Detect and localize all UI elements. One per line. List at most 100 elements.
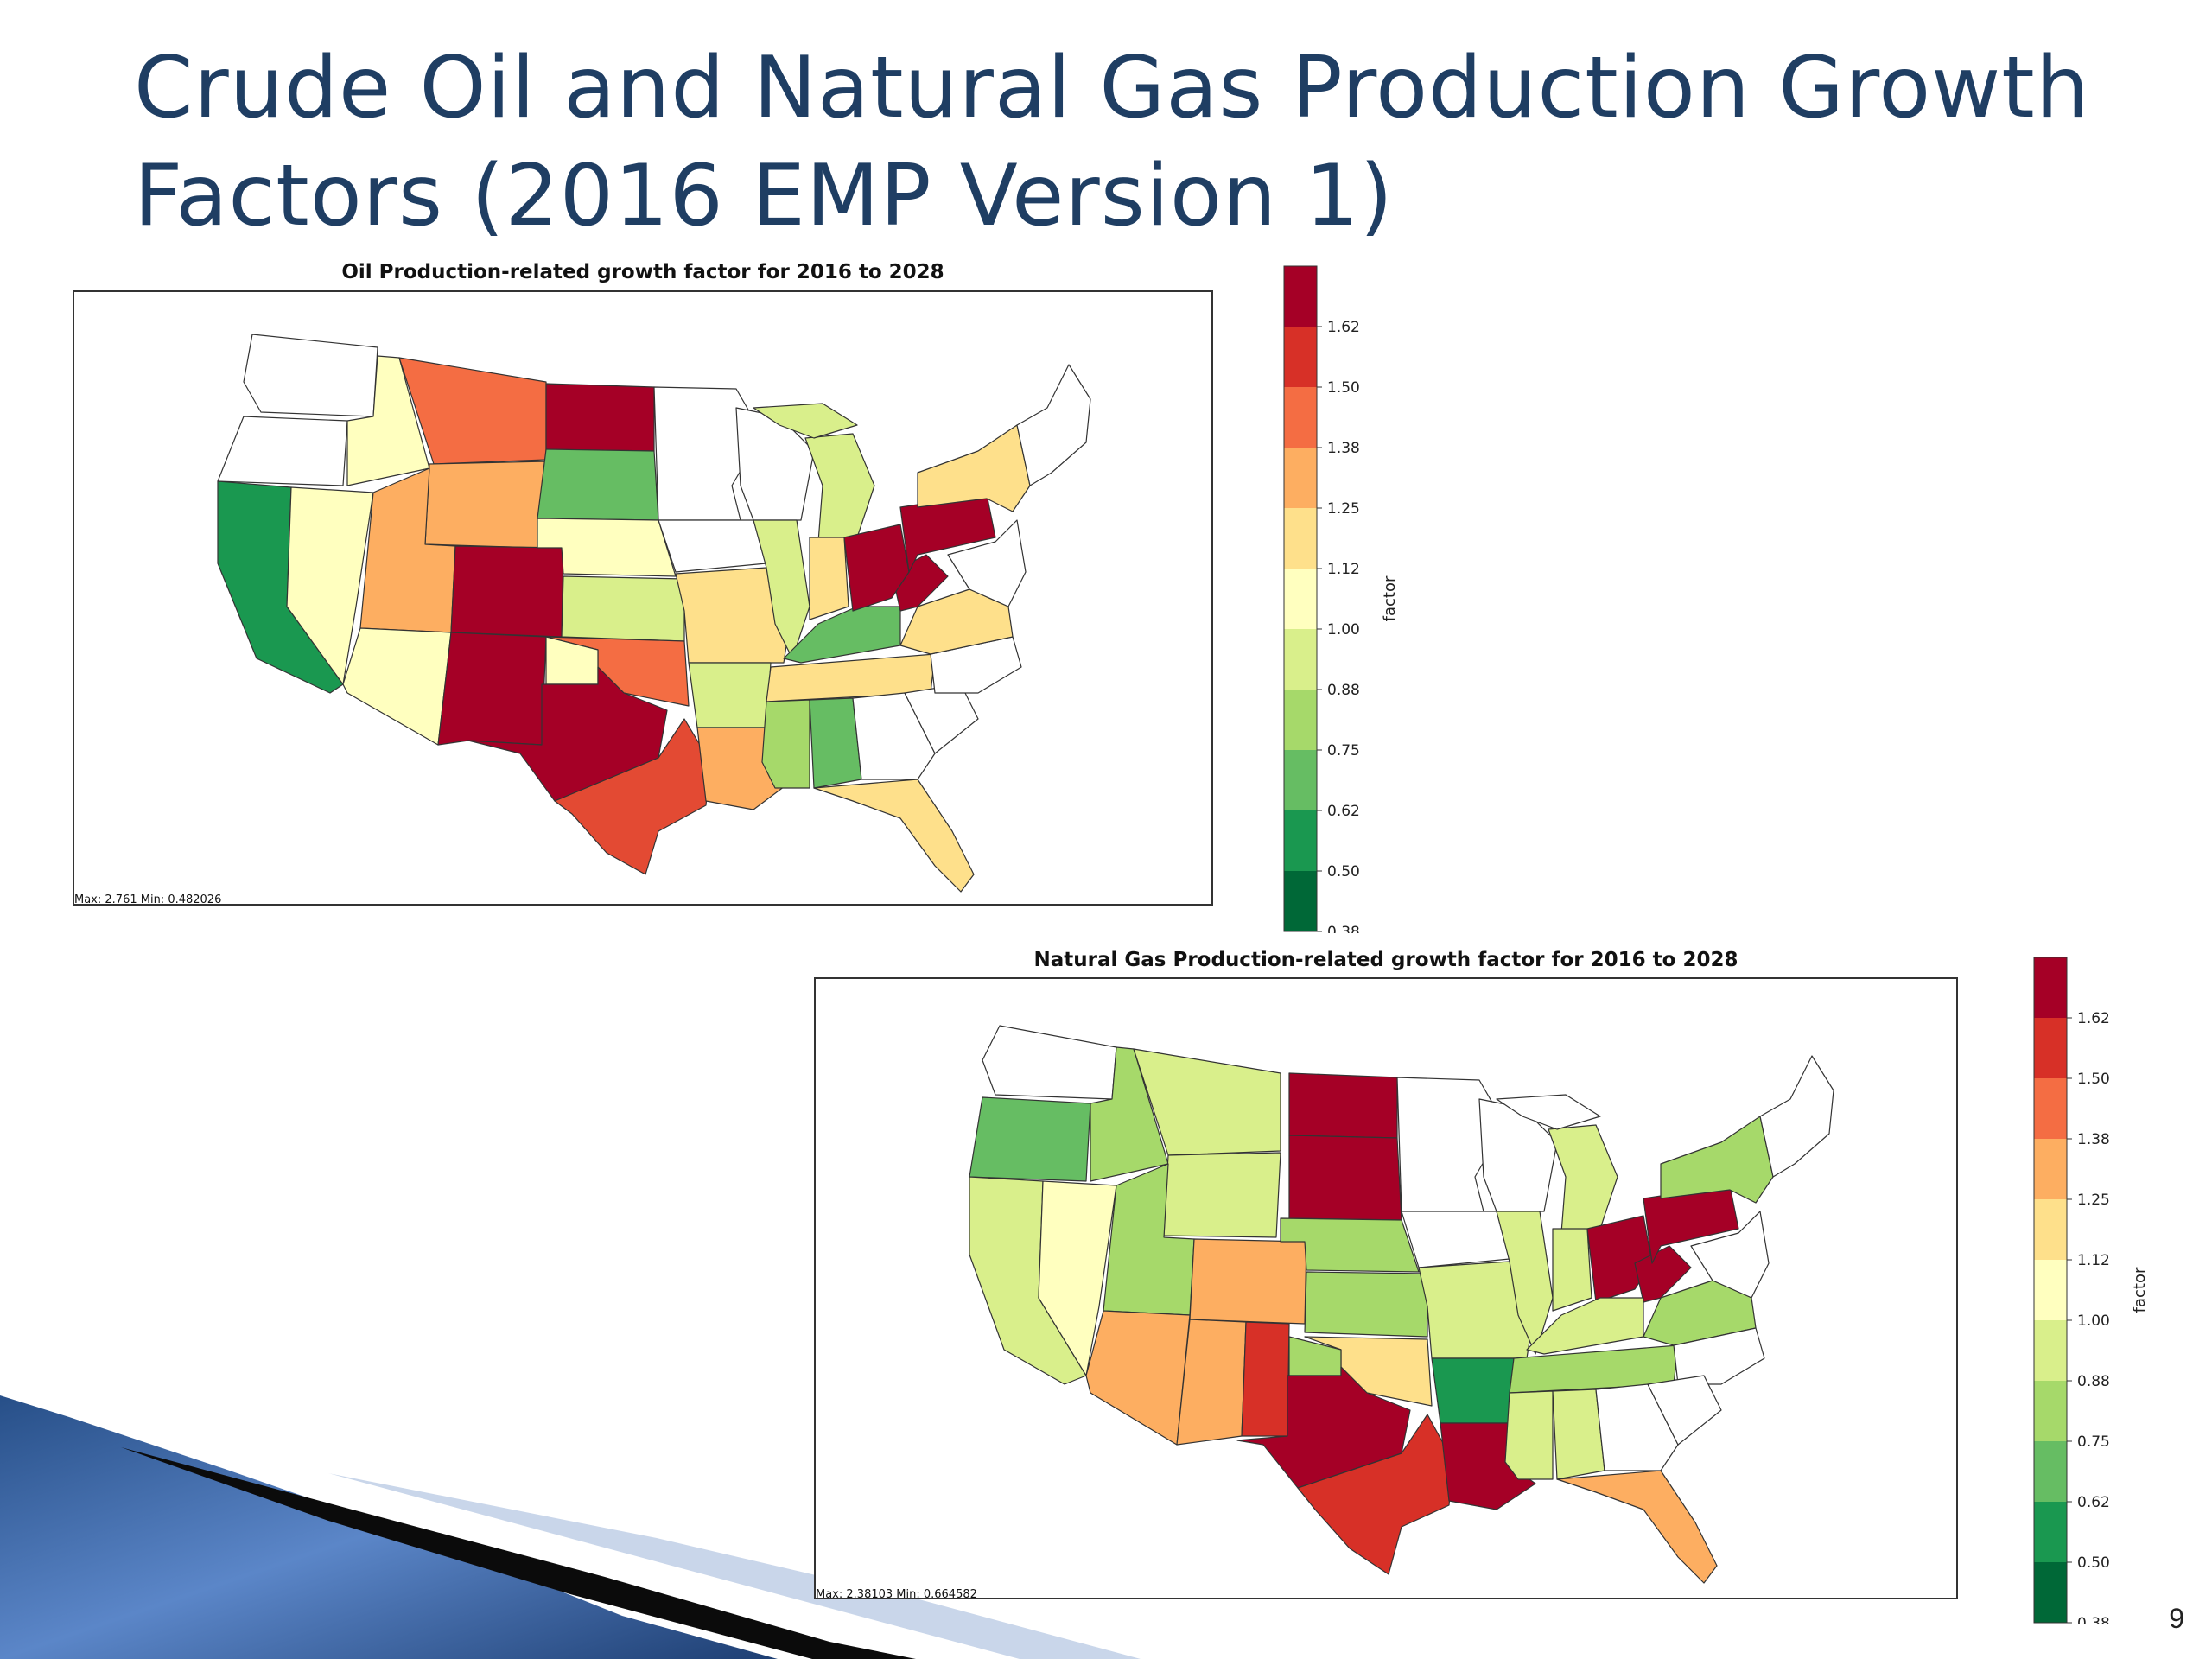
oil-state-new-york <box>917 424 1031 512</box>
oil-state-arizona <box>342 627 452 746</box>
oil-state-arkansas <box>688 662 772 728</box>
oil-state-iowa <box>658 519 767 573</box>
colorbar-tick-label: 0.50 <box>2077 1554 2110 1572</box>
colorbar-segment <box>2034 1502 2067 1563</box>
oil-map-maxmin: Max: 2.761 Min: 0.482026 <box>74 893 222 906</box>
gas-choropleth-map <box>969 1025 1834 1584</box>
gas-colorbar-scale: 1.62 1.50 1.38 1.25 1.12 1.00 0.88 0.75 0.62 0.50… <box>2033 957 2149 1632</box>
colorbar-segment <box>1284 569 1317 630</box>
colorbar-segment <box>1284 690 1317 751</box>
colorbar-segment <box>2034 1320 2067 1382</box>
page-number: 9 <box>2169 1603 2184 1634</box>
colorbar-segment <box>2034 1441 2067 1503</box>
colorbar-tick-label: 0.88 <box>1327 682 1360 699</box>
gas-state-new-york <box>1660 1116 1774 1204</box>
gas-state-kentucky <box>1526 1297 1644 1355</box>
gas-state-north-carolina <box>1673 1327 1765 1385</box>
colorbar-tick-label: 1.50 <box>2077 1071 2110 1088</box>
colorbar-tick-label: 1.00 <box>2077 1313 2110 1330</box>
oil-map-frame <box>73 290 1213 906</box>
colorbar-border <box>1283 265 1318 932</box>
gas-state-indiana <box>1552 1228 1592 1312</box>
colorbar-tick-label: 1.00 <box>1327 621 1360 639</box>
slide-title: Crude Oil and Natural Gas Production Gro… <box>134 39 2090 245</box>
gas-state-nebraska <box>1280 1217 1420 1273</box>
colorbar-segment <box>1284 629 1317 690</box>
colorbar-tick-label: 1.12 <box>1327 561 1360 578</box>
gas-state-kansas <box>1304 1271 1428 1338</box>
oil-state-new-mexico <box>437 632 547 746</box>
oil-colorbar: 1.62 1.50 1.38 1.25 1.12 1.00 0.88 0.75 0.62 0.50… <box>1282 264 1421 941</box>
colorbar-tick-label: 1.62 <box>1327 319 1360 336</box>
oil-colorbar-scale: 1.62 1.50 1.38 1.25 1.12 1.00 0.88 0.75 0.62 0.50… <box>1283 265 1399 941</box>
colorbar-tick-label: 1.38 <box>2077 1131 2110 1148</box>
gas-state-texas-east <box>1297 1414 1454 1575</box>
oil-state-florida <box>813 779 975 893</box>
colorbar-tick-label: 1.38 <box>1327 440 1360 457</box>
colorbar-tick-label: 0.62 <box>2077 1494 2110 1511</box>
gas-state-wyoming <box>1163 1152 1281 1238</box>
oil-state-kansas <box>561 575 685 642</box>
gas-state-north-dakota <box>1288 1072 1398 1139</box>
gas-map-maxmin: Max: 2.38103 Min: 0.664582 <box>816 1588 977 1601</box>
colorbar-segment <box>2034 957 2067 1019</box>
oil-state-mid-atlantic <box>947 519 1027 607</box>
gas-state-new-england <box>1759 1055 1834 1178</box>
gas-state-michigan <box>1548 1124 1618 1234</box>
colorbar-tick-label: 0.62 <box>1327 803 1360 820</box>
oil-state-north-dakota <box>545 383 655 452</box>
colorbar-tick-label: 0.38 <box>2077 1615 2110 1624</box>
colorbar-tick-label: 1.25 <box>2077 1192 2110 1209</box>
colorbar-tick-label: 1.62 <box>2077 1010 2110 1027</box>
oil-state-indiana <box>809 537 849 620</box>
oil-state-new-england <box>1016 364 1091 486</box>
oil-state-michigan <box>804 433 875 543</box>
oil-state-washington <box>243 334 378 417</box>
colorbar-segment <box>2034 1018 2067 1079</box>
oil-state-michigan-upper <box>753 403 858 439</box>
oil-state-nevada <box>286 486 374 685</box>
gas-state-new-mexico-east <box>1241 1321 1290 1437</box>
gas-state-iowa <box>1401 1211 1510 1268</box>
colorbar-segment <box>1284 750 1317 811</box>
colorbar-tick-label: 0.50 <box>1327 863 1360 880</box>
gas-state-south-carolina <box>1647 1375 1722 1446</box>
gas-state-alabama <box>1552 1389 1605 1480</box>
gas-state-michigan-upper <box>1496 1094 1601 1130</box>
gas-state-illinois <box>1496 1211 1554 1355</box>
colorbar-tick-label: 0.75 <box>2077 1433 2110 1451</box>
colorbar-tick-label: 0.88 <box>2077 1373 2110 1390</box>
oil-state-mississippi <box>761 699 810 789</box>
colorbar-segment <box>1284 810 1317 872</box>
oil-map-title: Oil Production-related growth factor for… <box>341 261 944 283</box>
gas-state-arkansas <box>1431 1357 1515 1424</box>
oil-state-alabama <box>809 697 862 789</box>
oil-choropleth-map <box>217 334 1091 893</box>
colorbar-tick-label: 0.75 <box>1327 742 1360 760</box>
colorbar-label: factor <box>1381 575 1399 621</box>
colorbar-segment <box>2034 1381 2067 1442</box>
gas-colorbar: 1.62 1.50 1.38 1.25 1.12 1.00 0.88 0.75 0.62 0.50… <box>2032 956 2171 1632</box>
gas-state-west-virginia <box>1634 1245 1692 1303</box>
oil-state-wyoming <box>424 461 547 549</box>
colorbar-segment <box>1284 508 1317 569</box>
colorbar-segment <box>2034 1078 2067 1140</box>
gas-state-florida <box>1556 1470 1718 1584</box>
oil-state-ohio <box>843 524 910 612</box>
gas-state-washington <box>982 1025 1117 1100</box>
gas-state-colorado <box>1189 1238 1307 1325</box>
colorbar-segment <box>1284 871 1317 932</box>
gas-state-oregon <box>969 1096 1091 1182</box>
gas-state-montana <box>1133 1048 1281 1156</box>
colorbar-segment <box>2034 1260 2067 1321</box>
oil-state-colorado <box>450 545 564 638</box>
colorbar-tick-label: 1.25 <box>1327 500 1360 518</box>
colorbar-segment <box>2034 1199 2067 1261</box>
oil-state-oregon <box>217 416 348 486</box>
gas-map-title: Natural Gas Production-related growth fa… <box>1033 949 1738 971</box>
oil-state-south-dakota <box>537 448 659 521</box>
gas-state-arizona <box>1085 1310 1191 1446</box>
oil-state-texas-east <box>554 718 711 875</box>
colorbar-segment <box>2034 1562 2067 1624</box>
